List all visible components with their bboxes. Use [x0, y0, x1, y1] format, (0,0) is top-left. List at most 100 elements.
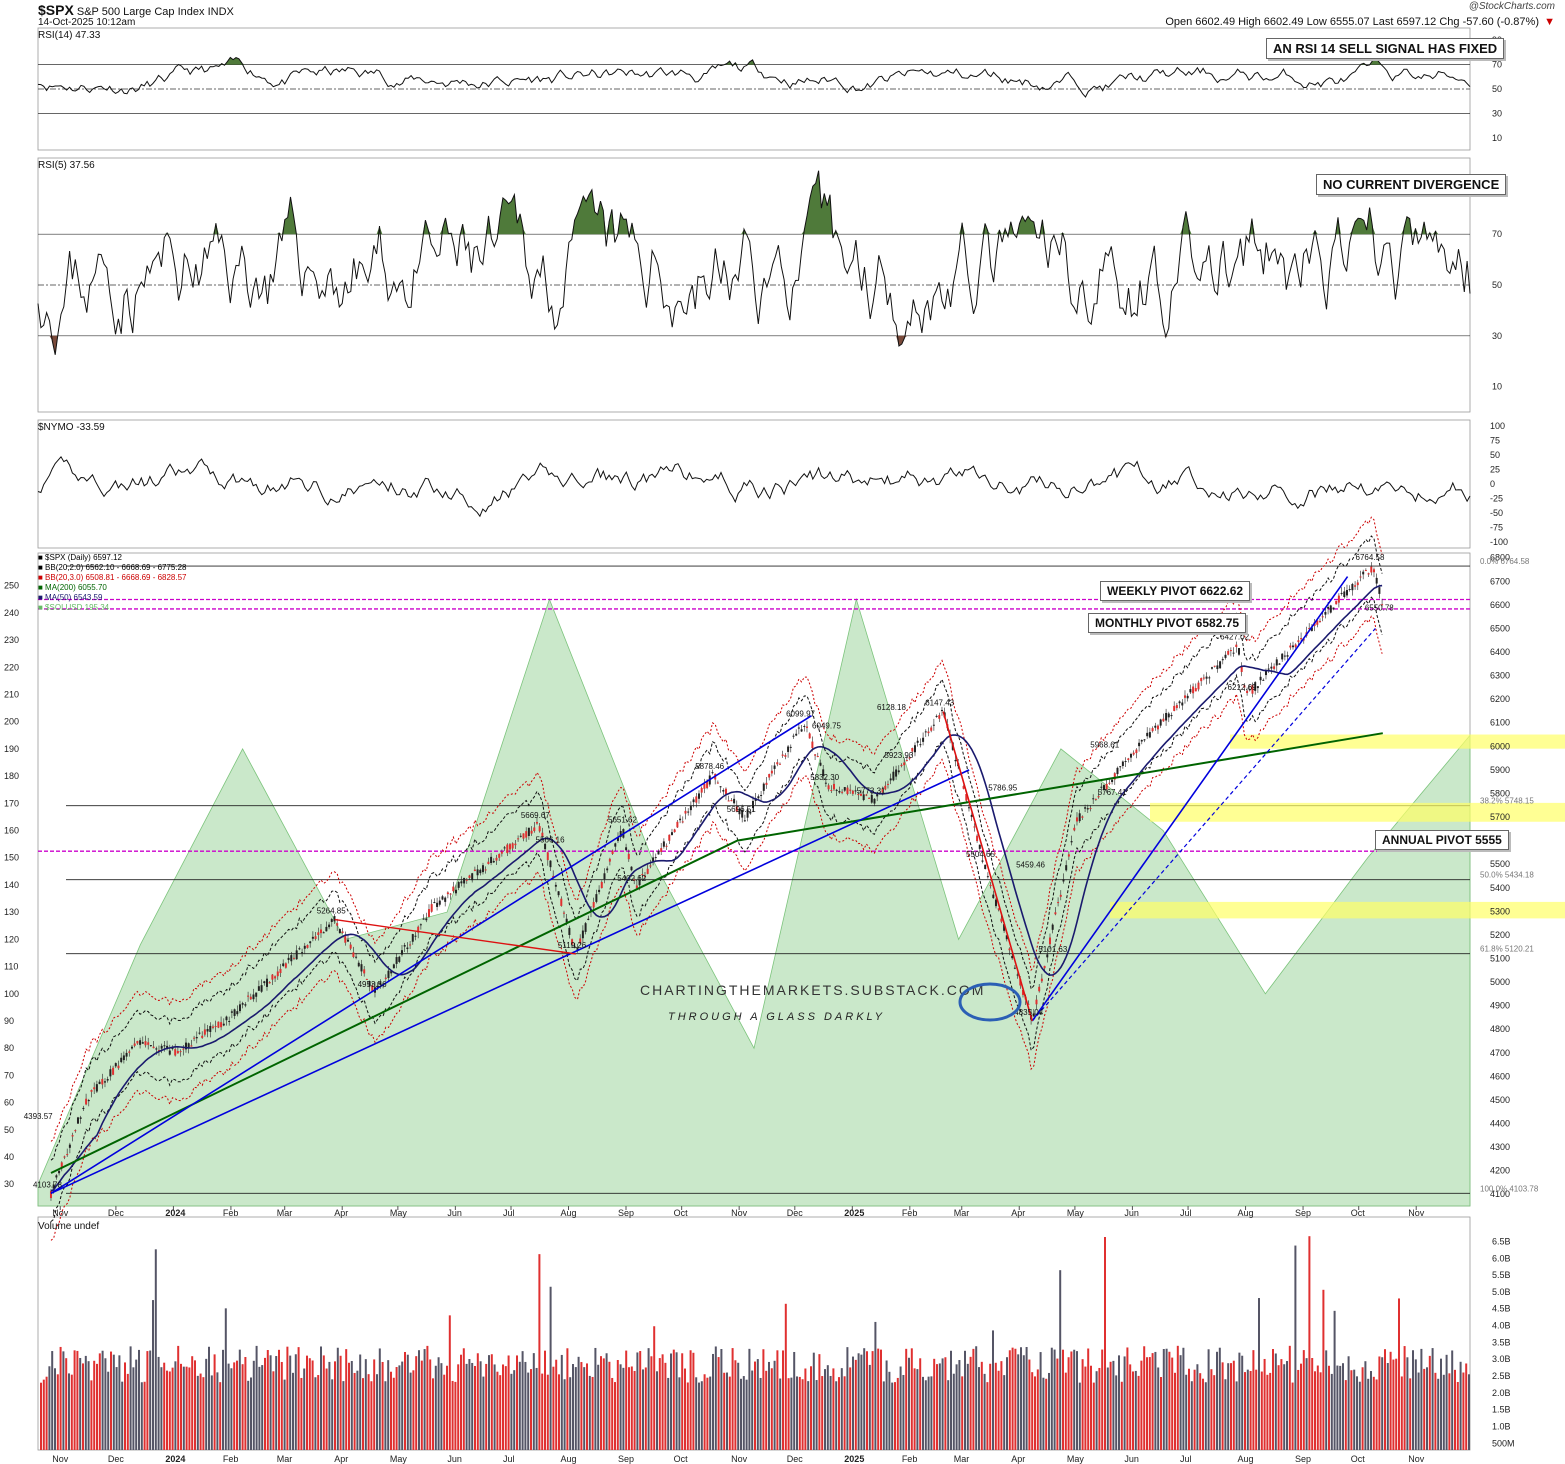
price-point-label: 5402.62	[617, 874, 646, 883]
volume-bar	[1188, 1368, 1190, 1450]
volume-bar	[1062, 1349, 1064, 1450]
volume-bar	[331, 1379, 334, 1450]
candle-body	[571, 939, 574, 945]
candle-body	[182, 1048, 185, 1050]
candle-body	[967, 807, 970, 809]
sol-tick: 130	[4, 907, 19, 917]
volume-bar	[790, 1377, 793, 1450]
candle-body	[565, 918, 568, 923]
candle-body	[1367, 573, 1370, 575]
candle-body	[128, 1051, 131, 1053]
candle-body	[835, 789, 838, 791]
candle-body	[816, 756, 819, 758]
channel-upper-line	[50, 714, 812, 1194]
candle-body	[673, 829, 676, 833]
candle-body	[403, 945, 406, 947]
candle-body	[390, 971, 393, 974]
volume-bar	[1174, 1372, 1176, 1450]
candle-body	[546, 852, 549, 861]
volume-tick: 6.0B	[1492, 1253, 1511, 1263]
volume-bar	[964, 1350, 966, 1450]
candle-body	[1138, 742, 1141, 747]
volume-bar	[266, 1350, 269, 1450]
rsi14-note: AN RSI 14 SELL SIGNAL HAS FIXED	[1266, 38, 1505, 59]
volume-bar	[65, 1358, 68, 1450]
candle-body	[344, 935, 347, 943]
candle-body	[1294, 644, 1297, 648]
volume-bar	[667, 1377, 670, 1450]
x-axis-label-bottom: May	[1067, 1454, 1085, 1464]
price-tick: 6600	[1490, 600, 1510, 610]
volume-bar	[390, 1371, 392, 1450]
candle-body	[198, 1032, 201, 1034]
volume-bar	[62, 1351, 65, 1450]
recovery-upper-line	[1031, 576, 1349, 1022]
candle-body	[544, 843, 547, 850]
candle-body	[481, 865, 484, 873]
candle-body	[665, 845, 668, 847]
candle-body	[190, 1045, 193, 1047]
volume-bar	[894, 1382, 896, 1450]
candle-body	[1059, 894, 1062, 897]
volume-bar	[852, 1356, 854, 1450]
candle-body	[336, 923, 339, 926]
volume-bar	[1218, 1347, 1221, 1450]
candle-body	[314, 936, 317, 939]
candle-body	[125, 1052, 128, 1057]
candle-body	[992, 894, 995, 899]
candle-body	[765, 782, 768, 785]
x-axis-label-bottom: Nov	[52, 1454, 69, 1464]
price-tick: 6800	[1490, 553, 1510, 563]
x-axis-label: Sep	[1295, 1208, 1311, 1218]
price-tick: 5400	[1490, 883, 1510, 893]
volume-bar	[597, 1364, 600, 1450]
candle-body	[986, 876, 989, 878]
volume-bar	[681, 1353, 684, 1450]
candle-body	[82, 1107, 85, 1110]
candle-body	[1021, 989, 1024, 995]
volume-bar	[1056, 1358, 1059, 1450]
candle-body	[857, 794, 860, 796]
point-labels: 4393.57 4103.78 5264.85 4953.56 5669.67 5566.…	[24, 553, 1395, 1189]
candle-body	[1340, 592, 1343, 594]
volume-bar	[387, 1360, 390, 1450]
volume-bar	[1048, 1372, 1050, 1450]
candle-body	[660, 848, 663, 852]
volume-bar	[376, 1374, 378, 1450]
volume-bar	[485, 1363, 488, 1450]
price-point-label: 6550.78	[1365, 603, 1394, 612]
candle-body	[1086, 808, 1089, 810]
candle-body	[1375, 577, 1378, 584]
sol-tick: 100	[4, 989, 19, 999]
candle-body	[255, 992, 258, 997]
volume-bar	[1165, 1348, 1168, 1450]
candle-body	[795, 733, 798, 736]
x-axis-label-bottom: Nov	[1408, 1454, 1425, 1464]
candle-body	[886, 783, 889, 785]
sol-tick: 200	[4, 717, 19, 727]
candle-body	[870, 794, 873, 803]
nymo-tick: 0	[1490, 479, 1495, 489]
candle-body	[1129, 753, 1132, 758]
candle-body	[841, 791, 844, 793]
volume-bar	[1011, 1347, 1014, 1450]
volume-bar	[471, 1362, 474, 1450]
candle-body	[122, 1055, 125, 1061]
candle-body	[1065, 865, 1068, 871]
volume-bars	[40, 1236, 1470, 1450]
candle-body	[913, 745, 916, 753]
volume-bar	[720, 1349, 723, 1450]
x-axis-label: Oct	[674, 1208, 689, 1218]
candle-body	[201, 1035, 204, 1038]
price-tick: 6000	[1490, 741, 1510, 751]
axis-labels: 907050301090705030101007550250-25-50-75-…	[4, 35, 1539, 1464]
candle-body	[976, 835, 979, 842]
volume-bar	[308, 1358, 311, 1450]
candle-body	[738, 808, 741, 815]
candle-body	[1189, 689, 1192, 693]
candle-body	[1156, 725, 1159, 730]
volume-bar	[874, 1321, 877, 1450]
volume-bar	[112, 1354, 115, 1450]
volume-bar	[409, 1372, 412, 1450]
candle-body	[1362, 571, 1365, 575]
